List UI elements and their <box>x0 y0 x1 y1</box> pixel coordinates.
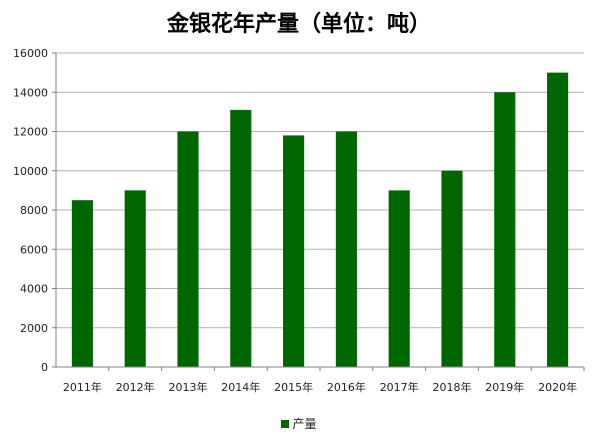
x-tick-label: 2020年 <box>538 380 577 394</box>
y-tick-label: 12000 <box>13 126 48 139</box>
y-tick-label: 14000 <box>13 86 48 99</box>
legend-label: 产量 <box>292 417 317 431</box>
y-tick-label: 2000 <box>20 322 48 335</box>
y-tick-label: 16000 <box>13 47 48 60</box>
bar <box>230 109 252 367</box>
x-tick-label: 2011年 <box>63 380 102 394</box>
x-tick-label: 2013年 <box>169 380 208 394</box>
bar <box>547 72 569 367</box>
y-tick-labels: 0 2000 4000 6000 8000 10000 12000 14000 16000 <box>13 47 48 374</box>
bar <box>494 92 516 367</box>
x-tick-label: 2014年 <box>221 380 260 394</box>
y-tick-label: 6000 <box>20 243 48 256</box>
x-tick-label: 2012年 <box>116 380 155 394</box>
legend-swatch <box>281 420 290 428</box>
legend: 产量 <box>0 415 598 432</box>
x-tick-label: 2015年 <box>274 380 313 394</box>
bar <box>388 190 410 367</box>
x-tick-labels: 2011年 2012年 2013年 2014年 2015年 2016年 2017年 2018年… <box>63 380 577 394</box>
y-tick-label: 0 <box>41 361 48 374</box>
y-tick-label: 4000 <box>20 283 48 296</box>
x-tick-label: 2019年 <box>485 380 524 394</box>
bar <box>71 200 93 367</box>
x-tick-label: 2017年 <box>380 380 419 394</box>
y-tick-label: 8000 <box>20 204 48 217</box>
axes <box>55 53 585 371</box>
bars <box>71 72 569 367</box>
bar <box>124 190 146 367</box>
x-tick-label: 2018年 <box>433 380 472 394</box>
chart-title: 金银花年产量（单位：吨） <box>166 11 431 37</box>
bar <box>283 135 305 367</box>
x-tick-label: 2016年 <box>327 380 366 394</box>
bar <box>177 131 199 367</box>
bar <box>335 131 357 367</box>
bar <box>441 170 463 367</box>
y-tick-label: 10000 <box>13 165 48 178</box>
